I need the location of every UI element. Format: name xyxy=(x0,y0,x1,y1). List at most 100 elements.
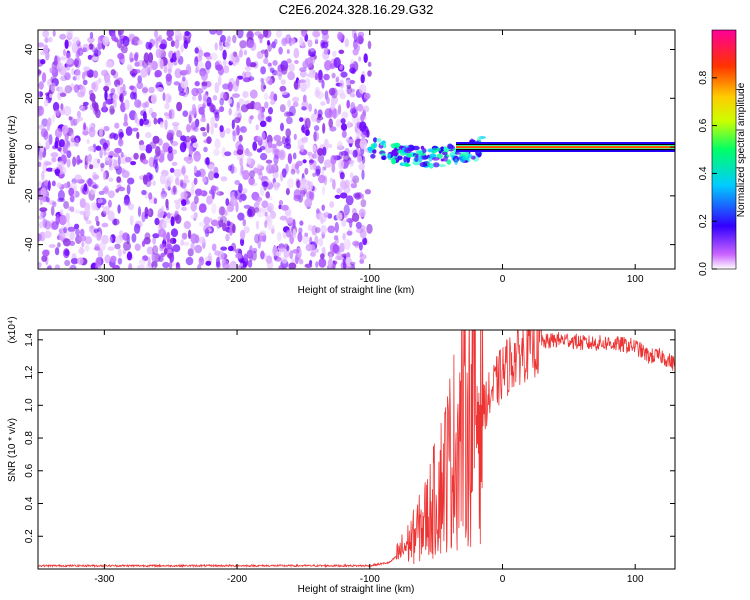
heatmap-cell xyxy=(320,253,325,260)
heatmap-cell xyxy=(279,247,285,253)
heatmap-cell xyxy=(51,157,57,163)
heatmap-cell xyxy=(148,209,152,216)
heatmap-cell xyxy=(54,168,61,175)
heatmap-cell xyxy=(48,36,53,43)
heatmap-cell xyxy=(220,34,226,43)
heatmap-cell xyxy=(229,227,233,236)
heatmap-cell xyxy=(86,154,92,166)
heatmap-cell xyxy=(346,230,353,236)
heatmap-cell xyxy=(39,207,48,213)
heatmap-cell xyxy=(169,167,175,173)
heatmap-cell xyxy=(354,193,362,200)
heatmap-cell xyxy=(203,216,210,225)
heatmap-cell xyxy=(238,134,243,142)
heatmap-cell xyxy=(256,209,265,218)
heatmap-cell xyxy=(88,164,94,170)
heatmap-cell xyxy=(459,156,466,163)
heatmap-cell xyxy=(339,172,345,180)
heatmap-cell xyxy=(477,136,482,143)
heatmap-cell xyxy=(38,261,42,268)
heatmap-cell xyxy=(80,85,86,96)
heatmap-cell xyxy=(238,258,246,264)
heatmap-cell xyxy=(247,39,255,49)
heatmap-cell xyxy=(166,36,173,41)
heatmap-cell xyxy=(290,168,296,175)
heatmap-cell xyxy=(133,223,141,234)
heatmap-cell xyxy=(188,114,192,124)
heatmap-cell xyxy=(175,262,180,268)
heatmap-cell xyxy=(43,44,49,55)
heatmap-cell xyxy=(279,85,287,92)
heatmap-cell xyxy=(270,99,276,105)
heatmap-cell xyxy=(148,52,154,63)
heatmap-cell xyxy=(85,69,89,77)
heatmap-cell xyxy=(317,148,324,156)
heatmap-cell xyxy=(343,239,351,250)
heatmap-cell xyxy=(96,231,102,241)
heatmap-cell xyxy=(173,81,180,86)
heatmap-cell xyxy=(285,137,289,143)
heatmap-cell xyxy=(306,57,313,68)
heatmap-cell xyxy=(104,254,111,264)
heatmap-cell xyxy=(74,223,80,230)
heatmap-cell xyxy=(299,67,307,72)
heatmap-cell xyxy=(239,40,248,49)
heatmap-cell xyxy=(261,131,266,141)
heatmap-cell xyxy=(93,184,99,189)
heatmap-cell xyxy=(117,186,126,192)
heatmap-cell xyxy=(90,187,96,195)
heatmap-cell xyxy=(175,177,180,186)
heatmap-cell xyxy=(194,188,203,196)
heatmap-cell xyxy=(117,257,123,265)
heatmap-cell xyxy=(190,121,198,131)
heatmap-cell xyxy=(287,99,292,108)
heatmap-cell xyxy=(118,128,124,140)
heatmap-cell xyxy=(436,148,441,152)
heatmap-cell xyxy=(302,159,307,164)
y-tick-label: 1.2 xyxy=(24,365,35,379)
heatmap-cell xyxy=(209,30,217,35)
heatmap-cell xyxy=(143,111,147,122)
heatmap-cell xyxy=(338,159,345,170)
heatmap-cell xyxy=(63,227,68,234)
heatmap-cell xyxy=(42,218,48,228)
heatmap-cell xyxy=(138,140,145,146)
heatmap-cell xyxy=(99,241,106,251)
heatmap-cell xyxy=(358,36,364,45)
heatmap-cell xyxy=(97,248,103,260)
heatmap-cell xyxy=(194,56,199,67)
heatmap-cell xyxy=(443,155,448,162)
heatmap-cell xyxy=(285,143,292,150)
heatmap-cell xyxy=(249,170,255,179)
heatmap-cell xyxy=(167,146,173,154)
heatmap-cell xyxy=(167,129,175,137)
y-tick-label: 0.2 xyxy=(24,529,35,543)
heatmap-cell xyxy=(294,60,299,64)
heatmap-cell xyxy=(148,86,155,94)
heatmap-cell xyxy=(45,161,52,166)
heatmap-cell xyxy=(350,102,356,111)
heatmap-cell xyxy=(138,144,147,151)
heatmap-cell xyxy=(286,49,290,54)
heatmap-cell xyxy=(312,30,320,38)
heatmap-cell xyxy=(205,256,213,263)
heatmap-cell xyxy=(172,238,177,244)
heatmap-cell xyxy=(173,124,179,132)
spectrogram-frame xyxy=(37,29,676,270)
heatmap-cell xyxy=(214,82,220,94)
heatmap-cell xyxy=(297,232,303,243)
heatmap-cell xyxy=(148,192,153,200)
heatmap-cell xyxy=(142,255,149,262)
heatmap-cell xyxy=(227,81,233,92)
heatmap-cell xyxy=(185,156,194,165)
heatmap-cell xyxy=(102,142,109,150)
heatmap-cell xyxy=(173,185,176,195)
heatmap-cell xyxy=(198,203,207,214)
heatmap-cell xyxy=(360,113,365,122)
heatmap-cell xyxy=(184,135,191,143)
heatmap-cell xyxy=(332,243,340,254)
heatmap-cell xyxy=(272,144,277,154)
heatmap-cell xyxy=(142,174,148,185)
heatmap-cell xyxy=(286,58,292,64)
heatmap-cell xyxy=(131,233,137,243)
